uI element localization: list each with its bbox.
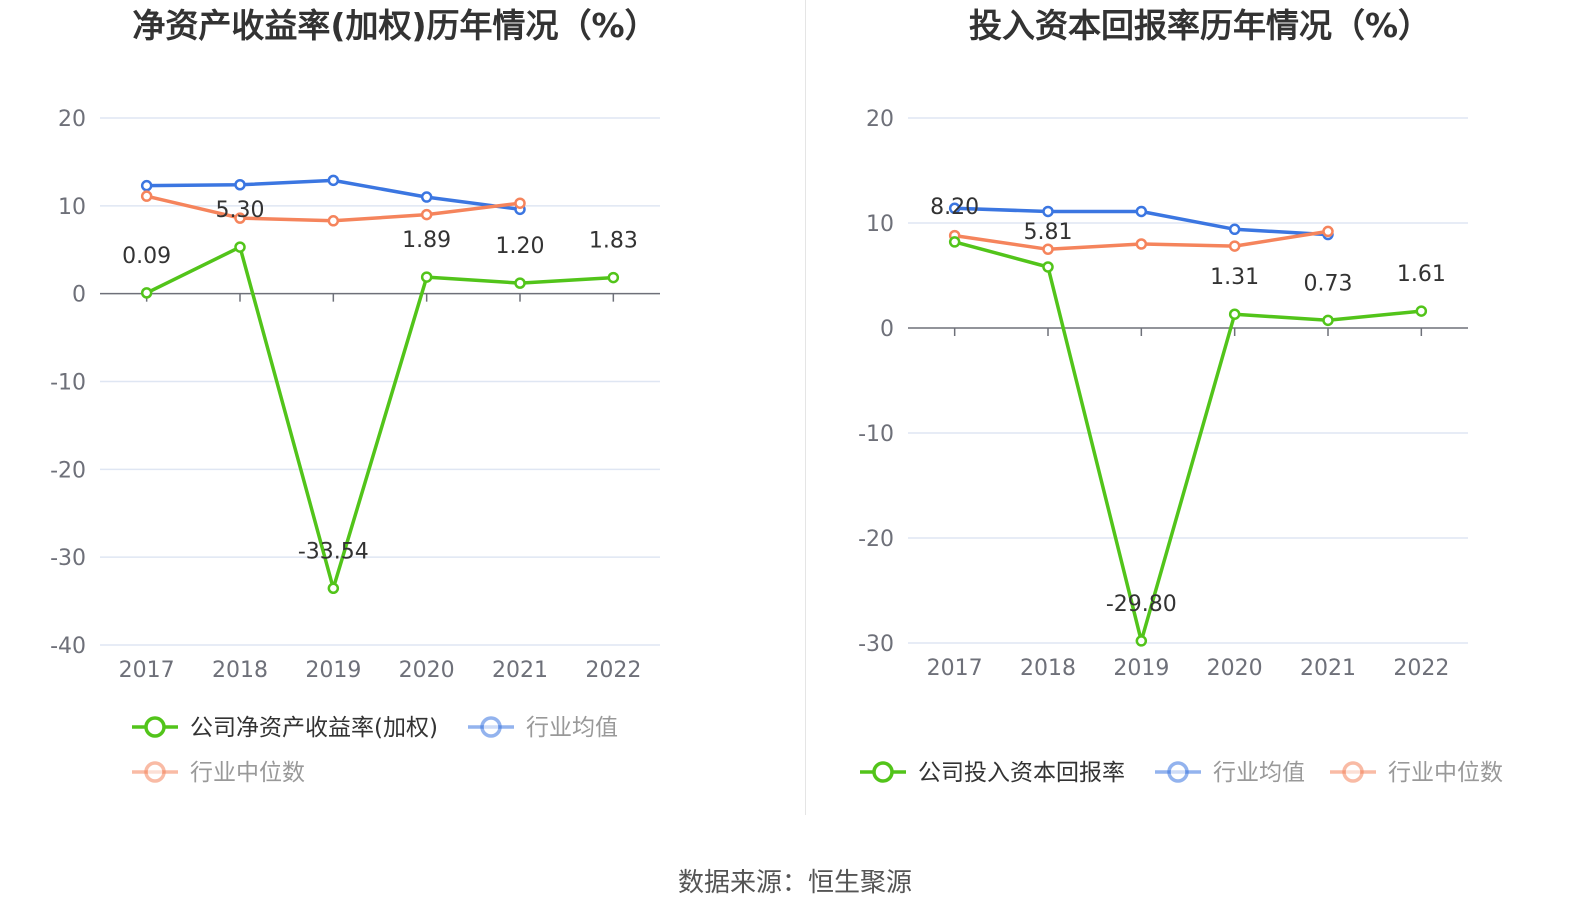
data-point-average[interactable] (948, 202, 961, 215)
data-label: 1.20 (496, 234, 545, 259)
data-point-median[interactable] (1322, 225, 1334, 238)
y-tick-label: 20 (58, 107, 86, 132)
data-point-company[interactable] (514, 277, 526, 289)
data-point-company[interactable] (1322, 314, 1334, 327)
data-point-average[interactable] (420, 191, 433, 203)
x-tick-label: 2018 (1020, 656, 1076, 681)
data-point-company[interactable] (607, 271, 620, 284)
x-tick-label: 2018 (212, 658, 268, 683)
y-tick-label: -30 (50, 546, 86, 571)
data-point-company[interactable] (1415, 305, 1428, 317)
chart-title-roic: 投入资本回报率历年情况（%） (968, 6, 1432, 45)
legend-label-company[interactable]: 公司净资产收益率(加权) (190, 715, 438, 741)
legend-label-company[interactable]: 公司投入资本回报率 (918, 760, 1125, 786)
y-tick-label: -40 (50, 634, 86, 659)
data-point-average[interactable] (1042, 205, 1054, 218)
legend-marker-company[interactable] (872, 761, 894, 783)
data-point-company[interactable] (140, 287, 153, 299)
data-point-average[interactable] (234, 179, 246, 191)
data-point-average[interactable] (1135, 205, 1148, 218)
x-tick-label: 2021 (492, 658, 548, 683)
legend-marker-median[interactable] (144, 761, 166, 783)
x-tick-label: 2020 (1207, 656, 1263, 681)
data-point-median[interactable] (1135, 238, 1148, 250)
series-line-company (954, 240, 1422, 643)
y-tick-label: -10 (858, 422, 894, 447)
series-line-company (145, 245, 614, 591)
data-point-median[interactable] (327, 215, 340, 227)
data-point-company[interactable] (1228, 308, 1241, 320)
y-tick-label: 0 (72, 283, 86, 308)
data-point-company[interactable] (420, 271, 433, 283)
y-tick-label: 0 (880, 317, 894, 342)
data-label: 0.73 (1304, 271, 1353, 296)
data-label: 1.31 (1210, 265, 1259, 290)
y-tick-label: -10 (50, 371, 86, 396)
y-tick-label: -20 (858, 527, 894, 552)
data-point-average[interactable] (327, 174, 340, 187)
legend-marker-median[interactable] (1342, 761, 1364, 783)
x-tick-label: 2017 (927, 656, 983, 681)
data-point-median[interactable] (420, 208, 433, 221)
legend-label-median[interactable]: 行业中位数 (190, 760, 305, 786)
legend-label-median[interactable]: 行业中位数 (1388, 760, 1503, 786)
x-tick-label: 2020 (399, 658, 455, 683)
legend-marker-average[interactable] (480, 716, 502, 738)
x-tick-label: 2017 (119, 658, 175, 683)
data-label: 5.81 (1024, 220, 1073, 245)
data-label: 8.20 (930, 195, 979, 220)
y-tick-label: -20 (50, 458, 86, 483)
x-tick-label: 2019 (305, 658, 361, 683)
panel-divider (805, 0, 806, 815)
y-tick-label: 20 (866, 107, 894, 132)
data-point-average[interactable] (1228, 223, 1241, 236)
data-point-median[interactable] (514, 197, 526, 209)
legend-label-average[interactable]: 行业均值 (526, 715, 618, 741)
x-tick-label: 2022 (585, 658, 641, 683)
x-tick-label: 2019 (1113, 656, 1169, 681)
data-point-median[interactable] (140, 190, 153, 202)
data-point-company[interactable] (234, 241, 246, 253)
legend-label-average[interactable]: 行业均值 (1213, 760, 1305, 786)
y-tick-label: 10 (58, 195, 86, 220)
data-label: 5.30 (216, 198, 265, 223)
data-label: 1.89 (402, 228, 451, 253)
data-label: 1.83 (589, 229, 638, 254)
data-point-median[interactable] (234, 212, 246, 224)
x-tick-label: 2022 (1393, 656, 1449, 681)
x-tick-label: 2021 (1300, 656, 1356, 681)
data-label: -33.54 (298, 539, 369, 564)
data-label: 1.61 (1397, 262, 1446, 287)
legend-marker-average[interactable] (1167, 761, 1189, 783)
data-source-note: 数据来源：恒生聚源 (677, 868, 912, 898)
y-tick-label: -30 (858, 632, 894, 657)
data-label: -29.80 (1106, 592, 1177, 617)
data-point-company[interactable] (1042, 261, 1054, 273)
data-point-company[interactable] (327, 582, 340, 595)
chart-title-roe: 净资产收益率(加权)历年情况（%） (132, 6, 658, 45)
data-point-company[interactable] (1135, 635, 1148, 647)
legend-marker-company[interactable] (144, 716, 166, 738)
y-tick-label: 10 (866, 212, 894, 237)
data-label: 0.09 (122, 244, 171, 269)
data-point-median[interactable] (1042, 243, 1054, 255)
data-point-median[interactable] (1228, 240, 1241, 252)
data-point-average[interactable] (140, 179, 153, 192)
data-point-company[interactable] (948, 236, 961, 248)
